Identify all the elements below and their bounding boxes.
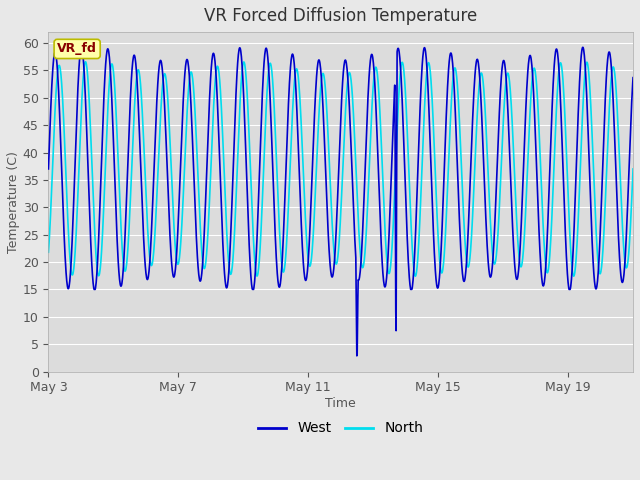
Title: VR Forced Diffusion Temperature: VR Forced Diffusion Temperature — [204, 7, 477, 25]
Y-axis label: Temperature (C): Temperature (C) — [7, 151, 20, 253]
Text: VR_fd: VR_fd — [57, 42, 97, 55]
Legend: West, North: West, North — [253, 416, 429, 441]
X-axis label: Time: Time — [325, 397, 356, 410]
